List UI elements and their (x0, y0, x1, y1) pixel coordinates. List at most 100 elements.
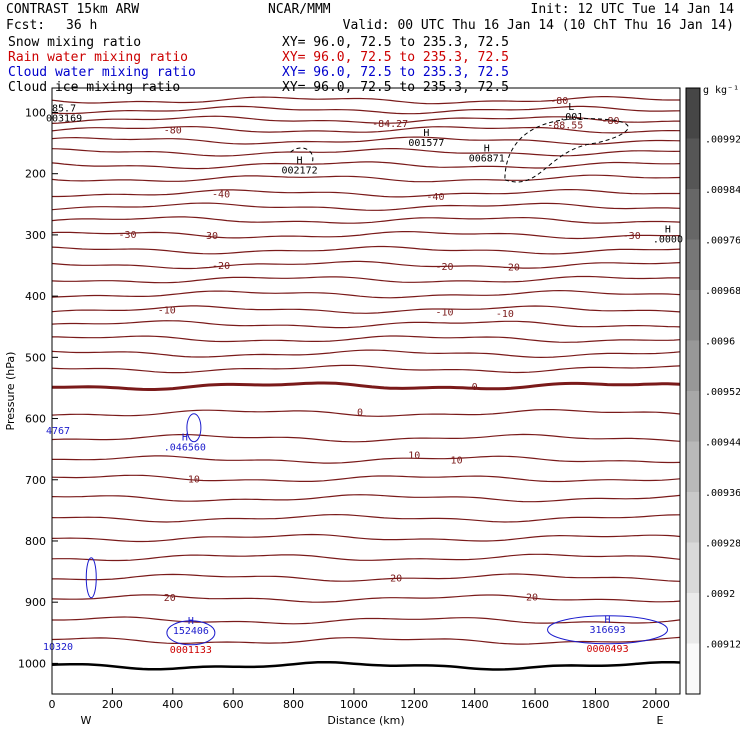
cloud-water-marker: H (605, 615, 611, 626)
snow-marker: H (423, 128, 429, 139)
contour-label: -80 (602, 116, 620, 127)
temperature-label: 20 (526, 592, 538, 603)
temperature-contour (52, 174, 680, 183)
temperature-contour (52, 320, 680, 329)
contour-label: -20 (212, 261, 230, 272)
colorbar-label: .00968 (705, 286, 740, 297)
contour-label: -30 (200, 231, 218, 242)
temperature-label: 0 (357, 407, 363, 418)
east-label: E (657, 714, 664, 727)
colorbar-segment (686, 290, 700, 341)
temperature-contour (52, 115, 680, 124)
field-name-0: Snow mixing ratio (8, 35, 141, 50)
contour-label: 0 (472, 382, 478, 393)
temperature-contour (52, 136, 680, 145)
cloud-water-marker: H (182, 432, 188, 443)
colorbar-segment (686, 340, 700, 392)
temperature-contour (52, 189, 680, 198)
temperature-contour (52, 349, 680, 359)
colorbar-frame (685, 87, 701, 695)
colorbar-segment (686, 391, 700, 442)
snow-contour (290, 147, 314, 165)
snow-marker: 85.7 (52, 104, 76, 115)
x-tick-label: 1600 (521, 698, 549, 711)
temperature-label: -20 (435, 262, 453, 273)
temperature-contour (52, 533, 680, 543)
colorbar-label: .00912 (705, 640, 740, 651)
x-tick-label: 400 (162, 698, 183, 711)
colorbar-segment (686, 239, 700, 291)
contour-label: 10 (188, 475, 200, 486)
y-tick-label: 1000 (18, 657, 46, 670)
temperature-label: 20 (164, 593, 176, 604)
x-tick-label: 600 (223, 698, 244, 711)
temperature-contour (52, 616, 680, 625)
snow-marker: H (297, 156, 303, 167)
cloud-water-value: .046560 (164, 442, 206, 453)
temperature-label: -40 (426, 192, 444, 203)
temperature-label: -10 (496, 309, 514, 320)
temperature-label: -10 (435, 308, 453, 319)
cloud-water-marker: H (188, 616, 194, 627)
temperature-contour (52, 105, 680, 115)
chart-title: CONTRAST 15km ARW (6, 2, 139, 17)
cloud-water-contour (547, 615, 669, 645)
temperature-contour (52, 202, 680, 211)
temperature-contour (52, 494, 680, 503)
snow-marker: H (665, 224, 671, 235)
temperature-contour (52, 474, 680, 483)
temperature-contour (52, 433, 680, 443)
snow-marker: L (568, 102, 574, 113)
snow-value: 006871 (469, 153, 505, 164)
temperature-contour (52, 260, 680, 270)
x-tick-label: 1200 (400, 698, 428, 711)
cloud-water-value: 316693 (589, 625, 625, 636)
x-tick-label: 1000 (340, 698, 368, 711)
x-tick-label: 200 (102, 698, 123, 711)
colorbar-segment (686, 88, 700, 139)
colorbar-segment (686, 492, 700, 543)
colorbar-label: .0096 (705, 337, 735, 348)
colorbar-segment (686, 189, 700, 240)
snow-marker: H (484, 143, 490, 154)
snow-value: 003169 (46, 114, 82, 125)
valid-label: Valid: 00 UTC Thu 16 Jan 14 (10 ChT Thu … (343, 18, 734, 33)
y-axis-label: Pressure (hPa) (4, 352, 17, 431)
colorbar-label: .0092 (705, 589, 735, 600)
field-xy-0: XY= 96.0, 72.5 to 235.3, 72.5 (282, 35, 509, 50)
contour-label: -10 (158, 306, 176, 317)
fcst-value: 36 h (66, 18, 97, 33)
temperature-contour (52, 335, 680, 343)
temperature-contour (52, 513, 680, 523)
temperature-contour (52, 231, 680, 240)
temperature-contour (52, 275, 680, 284)
rain-value: 0000493 (586, 644, 628, 655)
y-tick-label: 700 (25, 474, 46, 487)
contour-label: 20 (390, 574, 402, 585)
colorbar-label: .00928 (705, 539, 740, 550)
y-tick-label: 400 (25, 290, 46, 303)
plot-frame (51, 87, 681, 695)
temperature-label: 10 (408, 450, 420, 461)
field-name-1: Rain water mixing ratio (8, 50, 188, 65)
contour-label: -80 (550, 96, 568, 107)
snow-value: .0000 (653, 234, 683, 245)
init-label: Init: 12 UTC Tue 14 Jan 14 (531, 2, 735, 17)
colorbar-segment (686, 593, 700, 644)
contour-label: -40 (212, 189, 230, 200)
colorbar-segment (686, 643, 700, 695)
temperature-contour (52, 455, 680, 464)
snow-contour (504, 118, 629, 183)
temperature-contour (52, 553, 680, 562)
temperature-contour (52, 409, 680, 417)
snow-value: .001 (559, 112, 583, 123)
colorbar-label: .00936 (705, 488, 740, 499)
temperature-label: -84.27 (372, 119, 408, 130)
contour-label: 10 (451, 456, 463, 467)
colorbar-unit: g kg⁻¹ (703, 85, 739, 96)
colorbar-segment (686, 441, 700, 493)
cloud-water-contour (166, 620, 216, 646)
temperature-contour (52, 125, 680, 134)
snow-value: 002172 (282, 166, 318, 177)
y-tick-label: 300 (25, 229, 46, 242)
